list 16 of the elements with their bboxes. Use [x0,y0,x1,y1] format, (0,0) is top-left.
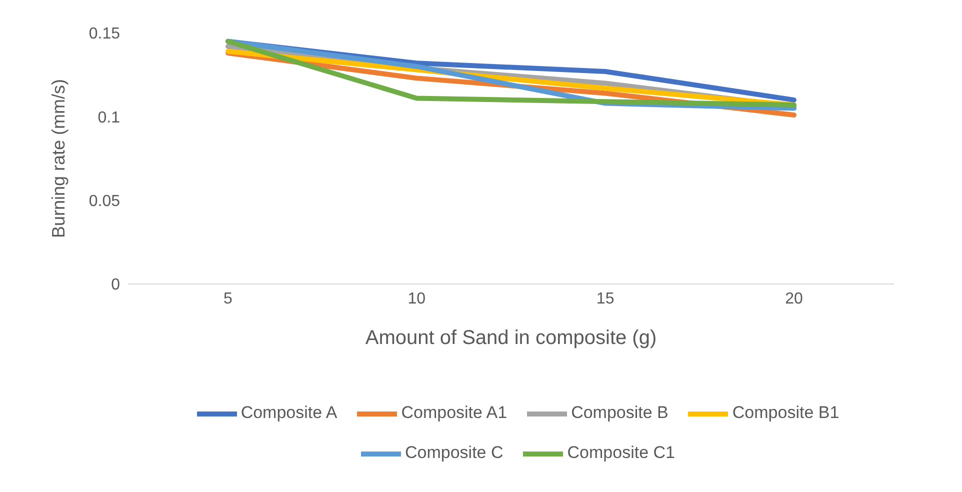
x-tick-label: 5 [224,290,233,308]
y-tick-label: 0.1 [98,109,120,126]
legend-label: Composite A1 [401,403,508,422]
y-axis-title: Burning rate (mm/s) [48,78,68,238]
legend-label: Composite B1 [732,403,840,422]
x-axis-title: Amount of Sand in composite (g) [365,327,657,349]
legend-label: Composite A [240,403,338,422]
y-tick-label: 0 [111,276,120,294]
y-tick-label: 0.05 [88,193,120,210]
legend-label: Composite B [571,403,668,422]
x-tick-label: 15 [596,290,614,308]
x-tick-label: 10 [408,290,426,308]
x-tick-label: 20 [785,290,803,308]
legend-label: Composite C [405,443,504,462]
legend-label: Composite C1 [567,443,675,462]
y-tick-label: 0.15 [88,26,120,43]
